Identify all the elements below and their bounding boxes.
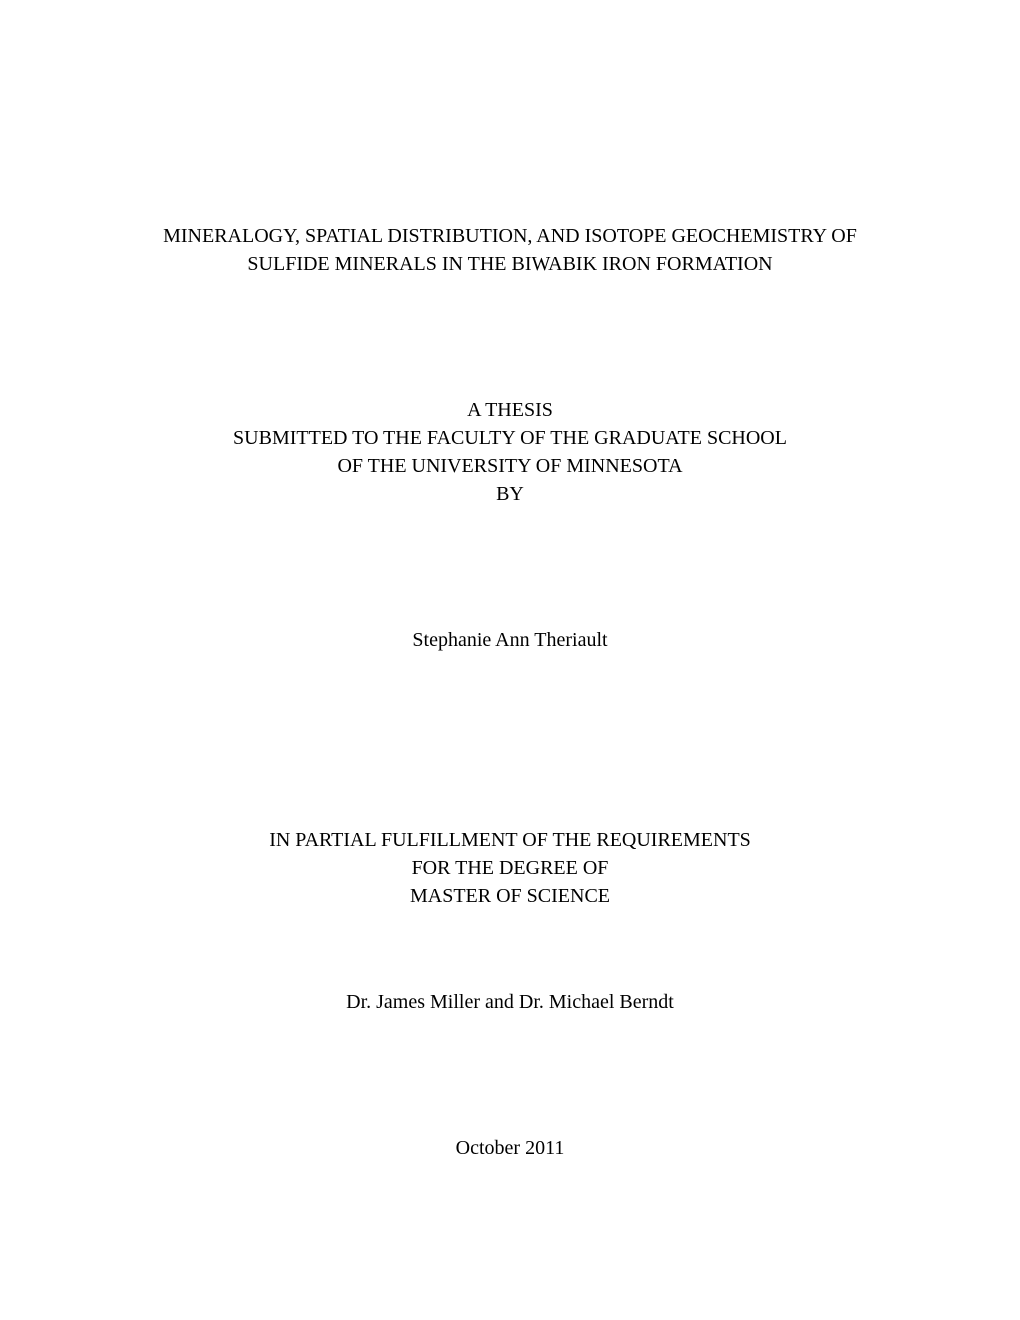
submission-date: October 2011 [130,1134,890,1162]
submission-line-3: OF THE UNIVERSITY OF MINNESOTA [130,452,890,480]
fulfillment-line-1: IN PARTIAL FULFILLMENT OF THE REQUIREMEN… [130,826,890,854]
submission-statement: A THESIS SUBMITTED TO THE FACULTY OF THE… [130,396,890,508]
title-line-2: SULFIDE MINERALS IN THE BIWABIK IRON FOR… [130,250,890,278]
thesis-title: MINERALOGY, SPATIAL DISTRIBUTION, AND IS… [130,222,890,278]
advisors: Dr. James Miller and Dr. Michael Berndt [130,988,890,1016]
fulfillment-line-2: FOR THE DEGREE OF [130,854,890,882]
submission-line-4: BY [130,480,890,508]
author-name: Stephanie Ann Theriault [130,626,890,654]
fulfillment-statement: IN PARTIAL FULFILLMENT OF THE REQUIREMEN… [130,826,890,910]
title-line-1: MINERALOGY, SPATIAL DISTRIBUTION, AND IS… [130,222,890,250]
submission-line-1: A THESIS [130,396,890,424]
submission-line-2: SUBMITTED TO THE FACULTY OF THE GRADUATE… [130,424,890,452]
fulfillment-line-3: MASTER OF SCIENCE [130,882,890,910]
